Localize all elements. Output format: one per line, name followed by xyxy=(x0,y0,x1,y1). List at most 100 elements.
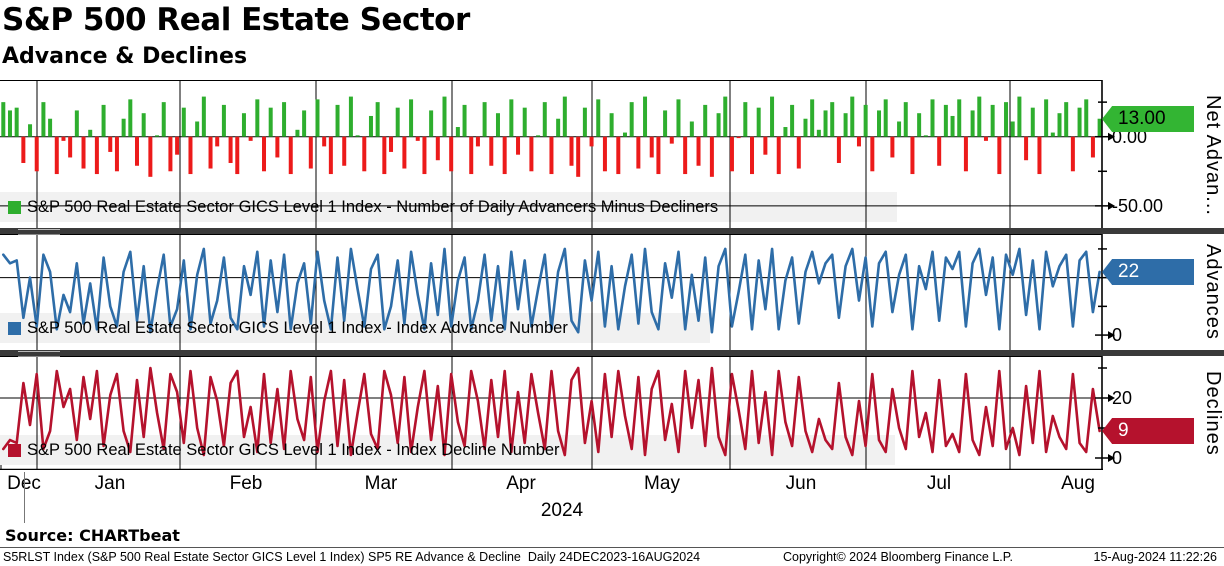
net-decline-bar xyxy=(890,136,895,158)
net-advance-bar xyxy=(609,113,614,137)
net-advance-bar xyxy=(1004,102,1009,137)
legend-item-advances[interactable]: S&P 500 Real Estate Sector GICS Level 1 … xyxy=(0,314,568,342)
net-decline-bar xyxy=(616,136,621,175)
net-advance-bar xyxy=(556,118,561,137)
net-advance-bar xyxy=(629,102,634,137)
page-title: S&P 500 Real Estate Sector xyxy=(2,2,470,38)
net-advance-bar xyxy=(850,96,855,137)
net-advance-bar xyxy=(14,107,19,137)
panel-resize-handle[interactable] xyxy=(18,229,60,235)
month-label-mar: Mar xyxy=(364,473,398,494)
net-decline-bar xyxy=(389,136,394,152)
net-decline-bar xyxy=(248,136,253,141)
legend-item-declines[interactable]: S&P 500 Real Estate Sector GICS Level 1 … xyxy=(0,436,560,464)
net-advance-bar xyxy=(542,102,547,137)
net-advance-bar xyxy=(770,96,775,137)
net-decline-bar xyxy=(736,136,741,139)
net-decline-bar xyxy=(215,136,220,147)
net-decline-bar xyxy=(683,136,688,175)
net-advance-bar xyxy=(28,124,33,137)
net-advance-bar xyxy=(977,96,982,137)
net-advance-bar xyxy=(462,104,467,137)
net-decline-bar xyxy=(1070,136,1075,172)
net-decline-bar xyxy=(937,136,942,166)
footer-divider xyxy=(0,547,1224,548)
net-decline-bar xyxy=(54,136,59,175)
net-decline-bar xyxy=(636,136,641,169)
net-advance-bar xyxy=(128,99,133,137)
net-advance-bar xyxy=(88,129,93,137)
net-advance-bar xyxy=(723,96,728,137)
net-decline-bar xyxy=(910,136,915,175)
net-decline-bar xyxy=(1024,136,1029,161)
net-advance-bar xyxy=(181,107,186,137)
net-decline-bar xyxy=(602,136,607,172)
net-decline-bar xyxy=(549,136,554,175)
panel-separator xyxy=(0,350,1224,357)
net-decline-bar xyxy=(94,136,99,175)
net-decline-bar xyxy=(963,136,968,172)
net-advance-bar xyxy=(883,99,888,137)
legend-swatch xyxy=(8,200,21,214)
net-advance-bar xyxy=(295,129,300,137)
net-advance-bar xyxy=(1084,99,1089,137)
month-label-may: May xyxy=(644,473,680,494)
month-label-jan: Jan xyxy=(94,473,126,494)
footer-security-info: S5RLST Index (S&P 500 Real Estate Sector… xyxy=(3,550,701,564)
net-decline-bar xyxy=(796,136,801,169)
net-advance-bar xyxy=(756,107,761,137)
net-decline-bar xyxy=(134,136,139,166)
axis-tick-arrow xyxy=(1108,201,1115,210)
panel-resize-handle[interactable] xyxy=(18,351,60,357)
net-advance-bar xyxy=(409,99,414,137)
net-advance-bar xyxy=(622,132,627,137)
net-decline-bar xyxy=(168,136,173,172)
axis-title-declines: Declines xyxy=(1202,370,1224,456)
net-decline-bar xyxy=(776,136,781,175)
net-advance-bar xyxy=(315,99,320,137)
net-decline-bar xyxy=(81,136,86,169)
net-decline-bar xyxy=(750,136,755,175)
tick-label-declines: 0 xyxy=(1112,448,1123,468)
axis-tick-arrow xyxy=(1108,394,1115,402)
net-advance-bar xyxy=(536,135,541,137)
net-advance-bar xyxy=(970,110,975,137)
net-advance-bar xyxy=(643,96,648,137)
net-advance-bar xyxy=(1044,99,1049,137)
net-decline-bar xyxy=(262,136,267,172)
month-label-feb: Feb xyxy=(229,473,263,494)
chart-plot-area[interactable] xyxy=(0,80,1224,470)
net-decline-bar xyxy=(856,136,861,147)
month-label-jun: Jun xyxy=(785,473,817,494)
net-decline-bar xyxy=(328,136,333,175)
net-advance-bar xyxy=(823,110,828,137)
month-label-jul: Jul xyxy=(926,473,952,494)
net-advance-bar xyxy=(689,121,694,137)
legend-band xyxy=(0,192,897,222)
net-advance-bar xyxy=(255,99,260,137)
net-advance-bar xyxy=(863,104,868,137)
axis-tick-arrow xyxy=(1108,132,1115,141)
legend-item-net-advancers[interactable]: S&P 500 Real Estate Sector GICS Level 1 … xyxy=(0,193,718,221)
net-advance-bar xyxy=(429,110,434,137)
net-decline-bar xyxy=(61,136,66,141)
legend-label: S&P 500 Real Estate Sector GICS Level 1 … xyxy=(27,318,568,337)
net-advance-bar xyxy=(141,113,146,137)
net-advance-bar xyxy=(201,96,206,137)
net-advance-bar xyxy=(482,102,487,137)
net-decline-bar xyxy=(502,136,507,175)
net-advance-bar xyxy=(816,129,821,137)
net-advance-bar xyxy=(395,107,400,137)
net-advance-bar xyxy=(1050,132,1055,137)
axis-tick-arrow xyxy=(1108,331,1115,340)
net-advance-bar xyxy=(241,113,246,137)
net-advance-bar xyxy=(917,113,922,137)
net-advance-bar xyxy=(1030,107,1035,137)
net-decline-bar xyxy=(235,136,240,175)
net-advance-bar xyxy=(1064,102,1069,137)
net-advance-bar xyxy=(221,104,226,137)
net-advance-bar xyxy=(48,118,53,137)
net-advance-bar xyxy=(161,102,166,137)
net-advance-bar xyxy=(810,99,815,137)
net-decline-bar xyxy=(275,136,280,158)
